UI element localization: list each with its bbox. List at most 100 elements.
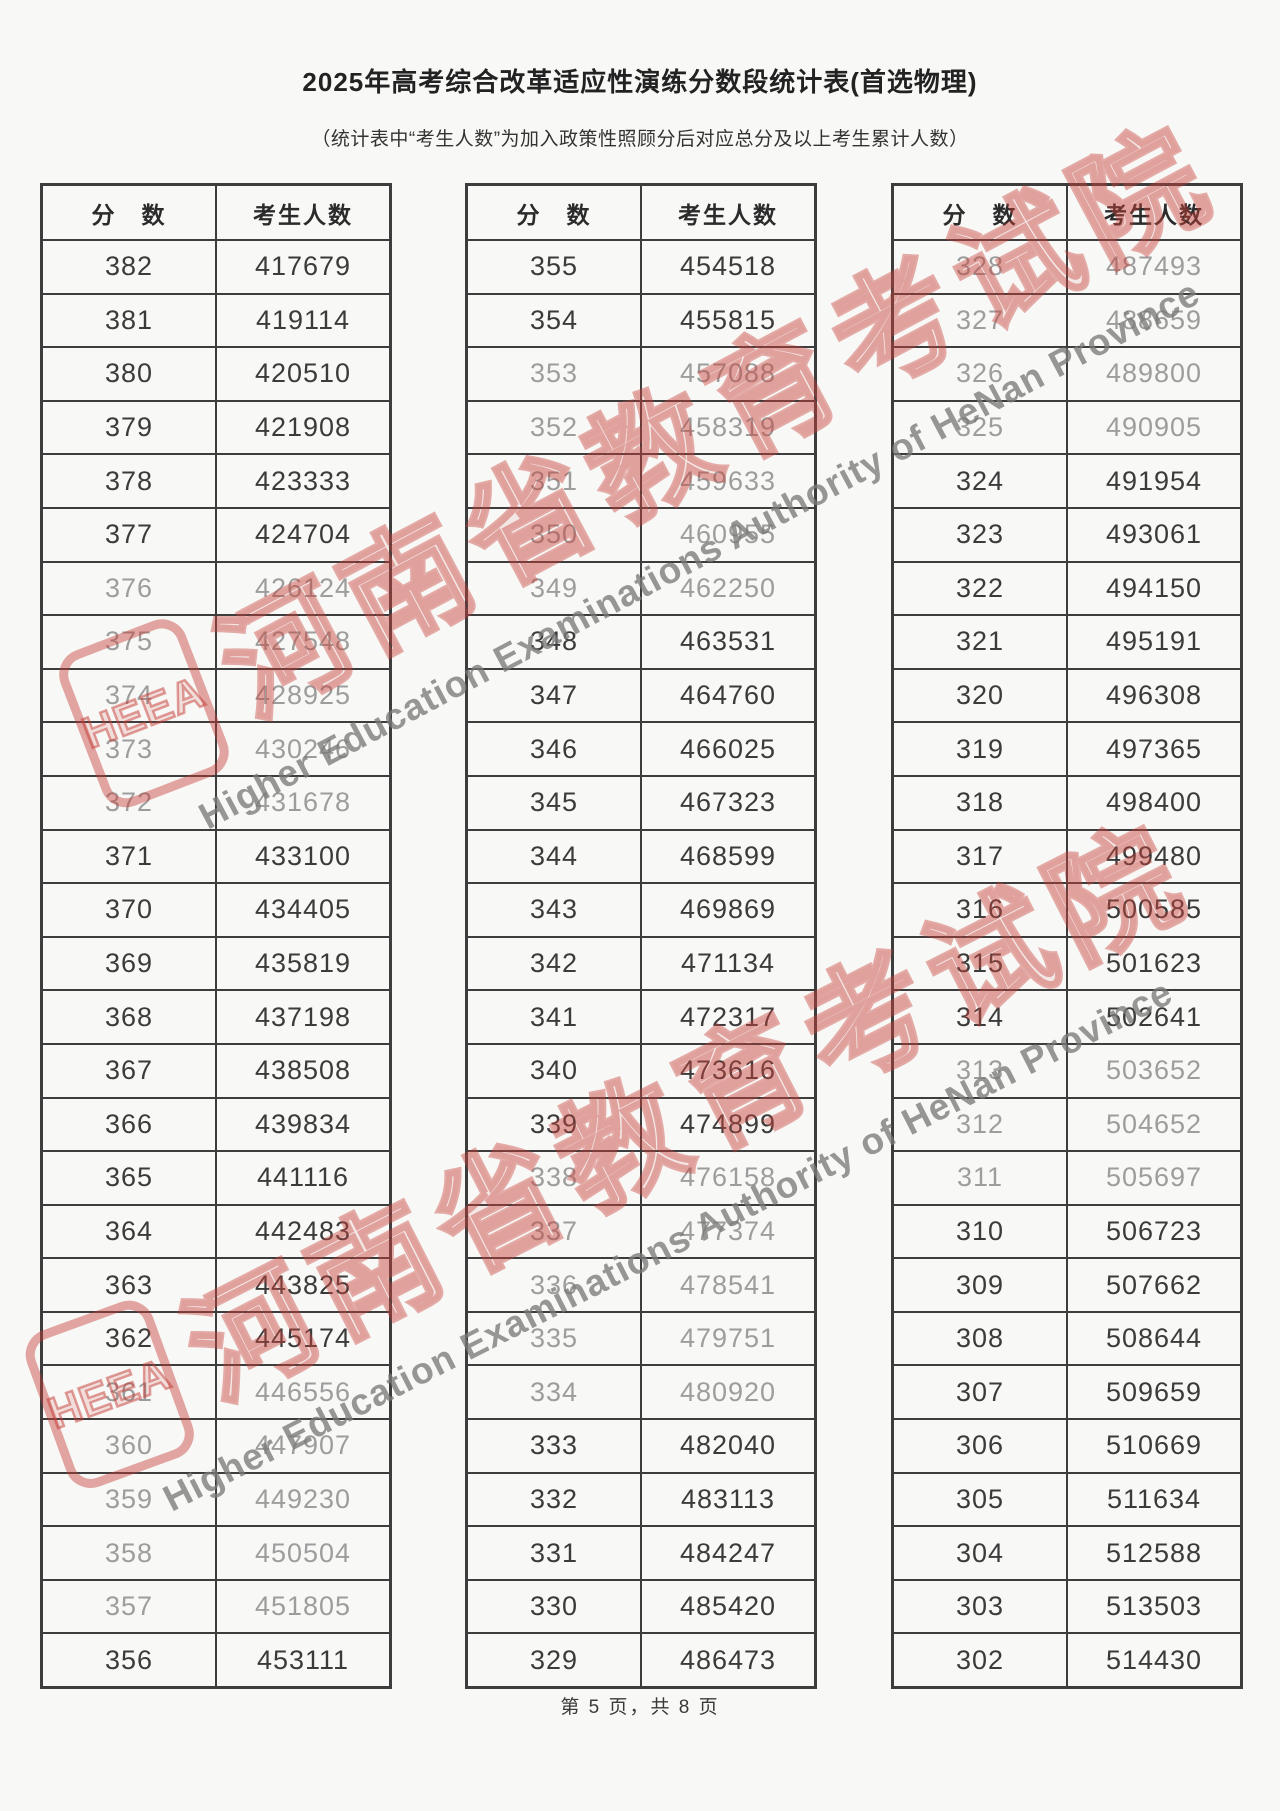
count-cell: 512588 (1066, 1525, 1243, 1581)
count-cell: 511634 (1066, 1471, 1243, 1528)
count-cell: 499480 (1066, 828, 1243, 885)
count-cell: 513503 (1066, 1578, 1243, 1635)
score-cell: 350 (465, 506, 642, 563)
count-cell: 450504 (215, 1525, 392, 1581)
score-cell: 338 (465, 1150, 642, 1206)
count-cell: 474899 (640, 1096, 817, 1153)
table-row: 382 417679 (40, 239, 392, 295)
table-row: 320 496308 (891, 667, 1243, 724)
score-table-left: 分 数 考生人数 382 417679 381 419114 380 420510 379 4… (40, 183, 392, 1690)
table-row: 310 506723 (891, 1203, 1243, 1260)
table-row: 377 424704 (40, 506, 392, 563)
score-cell: 356 (40, 1632, 217, 1689)
table-row: 361 446556 (40, 1364, 392, 1421)
count-cell: 419114 (215, 292, 392, 349)
table-row: 328 487493 (891, 239, 1243, 295)
score-cell: 355 (465, 239, 642, 295)
count-cell: 473616 (640, 1042, 817, 1099)
score-cell: 310 (891, 1203, 1068, 1260)
count-cell: 485420 (640, 1578, 817, 1635)
score-cell: 381 (40, 292, 217, 349)
count-cell: 480920 (640, 1364, 817, 1421)
table-row: 363 443825 (40, 1257, 392, 1313)
score-cell: 312 (891, 1096, 1068, 1153)
table-row: 355 454518 (465, 239, 817, 295)
table-row: 365 441116 (40, 1150, 392, 1206)
score-cell: 354 (465, 292, 642, 349)
table-row: 318 498400 (891, 774, 1243, 831)
table-row: 303 513503 (891, 1578, 1243, 1635)
count-cell: 476158 (640, 1150, 817, 1206)
count-cell: 494150 (1066, 560, 1243, 617)
score-column-header: 分 数 (891, 183, 1068, 241)
score-cell: 342 (465, 935, 642, 992)
score-cell: 337 (465, 1203, 642, 1260)
table-row: 345 467323 (465, 774, 817, 831)
count-cell: 500585 (1066, 882, 1243, 938)
table-row: 368 437198 (40, 989, 392, 1045)
score-cell: 328 (891, 239, 1068, 295)
count-cell: 486473 (640, 1632, 817, 1689)
table-row: 351 459633 (465, 453, 817, 509)
score-cell: 360 (40, 1418, 217, 1474)
score-cell: 348 (465, 614, 642, 670)
count-cell: 438508 (215, 1042, 392, 1099)
count-cell: 491954 (1066, 453, 1243, 509)
score-cell: 304 (891, 1525, 1068, 1581)
score-cell: 340 (465, 1042, 642, 1099)
score-cell: 370 (40, 882, 217, 938)
count-cell: 431678 (215, 774, 392, 831)
score-cell: 345 (465, 774, 642, 831)
score-cell: 375 (40, 614, 217, 670)
table-row: 362 445174 (40, 1310, 392, 1367)
count-cell: 493061 (1066, 506, 1243, 563)
table-row: 314 502641 (891, 989, 1243, 1045)
score-cell: 314 (891, 989, 1068, 1045)
score-cell: 307 (891, 1364, 1068, 1421)
table-row: 304 512588 (891, 1525, 1243, 1581)
count-cell: 478541 (640, 1257, 817, 1313)
count-cell: 509659 (1066, 1364, 1243, 1421)
count-cell: 417679 (215, 239, 392, 295)
count-cell: 426124 (215, 560, 392, 617)
table-row: 347 464760 (465, 667, 817, 724)
table-row: 374 428925 (40, 667, 392, 724)
count-cell: 502641 (1066, 989, 1243, 1045)
score-cell: 311 (891, 1150, 1068, 1206)
table-row: 322 494150 (891, 560, 1243, 617)
score-cell: 317 (891, 828, 1068, 885)
score-cell: 327 (891, 292, 1068, 349)
score-cell: 334 (465, 1364, 642, 1421)
table-row: 381 419114 (40, 292, 392, 349)
table-row: 308 508644 (891, 1310, 1243, 1367)
score-cell: 358 (40, 1525, 217, 1581)
score-cell: 305 (891, 1471, 1068, 1528)
count-cell: 455815 (640, 292, 817, 349)
score-cell: 341 (465, 989, 642, 1045)
header-row: 分 数 考生人数 (891, 183, 1243, 241)
table-row: 373 430246 (40, 721, 392, 777)
table-row: 356 453111 (40, 1632, 392, 1689)
table-row: 348 463531 (465, 614, 817, 670)
count-cell: 423333 (215, 453, 392, 509)
score-cell: 357 (40, 1578, 217, 1635)
count-cell: 483113 (640, 1471, 817, 1528)
table-row: 375 427548 (40, 614, 392, 670)
score-cell: 339 (465, 1096, 642, 1153)
count-cell: 495191 (1066, 614, 1243, 670)
page-title: 2025年高考综合改革适应性演练分数段统计表(首选物理) (302, 67, 978, 97)
score-cell: 344 (465, 828, 642, 885)
table-row: 317 499480 (891, 828, 1243, 885)
count-cell: 490905 (1066, 399, 1243, 456)
count-cell: 420510 (215, 346, 392, 402)
table-row: 335 479751 (465, 1310, 817, 1367)
score-cell: 377 (40, 506, 217, 563)
table-row: 307 509659 (891, 1364, 1243, 1421)
score-column-header: 分 数 (40, 183, 217, 241)
table-row: 367 438508 (40, 1042, 392, 1099)
count-cell: 489800 (1066, 346, 1243, 402)
table-row: 371 433100 (40, 828, 392, 885)
count-cell: 433100 (215, 828, 392, 885)
count-cell: 496308 (1066, 667, 1243, 724)
table-row: 319 497365 (891, 721, 1243, 777)
